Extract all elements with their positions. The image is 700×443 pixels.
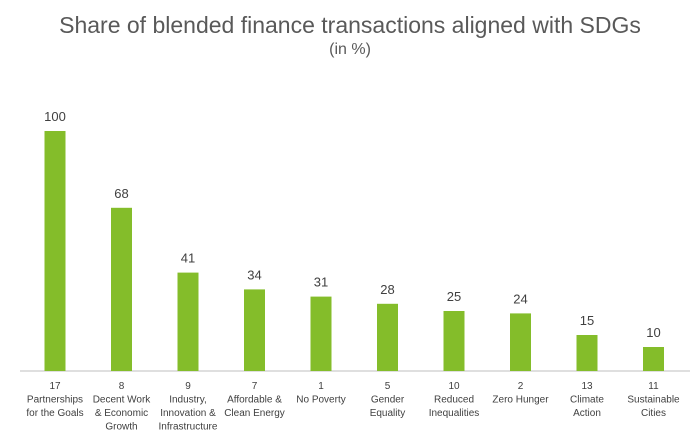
bar-4 [310,296,332,371]
value-label-9: 10 [646,325,660,340]
value-label-4: 31 [314,275,328,290]
bar-2 [177,272,199,371]
value-label-2: 41 [181,251,195,266]
value-labels-group: 100 68 41 34 31 28 25 24 15 10 [44,109,661,340]
category-label-8: 13 Climate Action [570,381,604,419]
category-label-3: 7 Affordable & Clean Energy [224,381,285,419]
bar-7 [510,313,531,371]
category-label-6: 10 Reduced Inequalities [429,381,480,419]
bars-group [44,131,664,371]
category-label-2: 9 Industry, Innovation & Infrastructure [159,381,218,433]
bar-8 [576,335,598,371]
category-label-4: 1 No Poverty [296,381,345,406]
value-label-8: 15 [580,313,594,328]
category-label-0: 17 Partnerships for the Goals [26,381,83,419]
bar-3 [244,289,265,371]
category-label-9: 11 Sustainable Cities [627,381,680,419]
chart-title: Share of blended finance transactions al… [59,12,641,38]
category-label-5: 5 Gender Equality [370,381,406,419]
category-labels-group: 17 Partnerships for the Goals 8 Decent Work &… [26,381,680,433]
bar-1 [111,207,132,371]
value-label-6: 25 [447,289,461,304]
value-label-0: 100 [44,109,66,124]
category-label-7: 2 Zero Hunger [492,381,549,406]
bar-6 [443,311,465,371]
value-label-1: 68 [114,186,128,201]
bar-5 [377,303,398,371]
value-label-3: 34 [247,267,261,282]
value-label-5: 28 [380,282,394,297]
chart-subtitle: (in %) [329,41,371,58]
value-label-7: 24 [513,291,527,306]
bar-0 [44,131,66,371]
category-label-1: 8 Decent Work & Economic Growth [93,381,152,433]
bar-9 [643,347,664,371]
